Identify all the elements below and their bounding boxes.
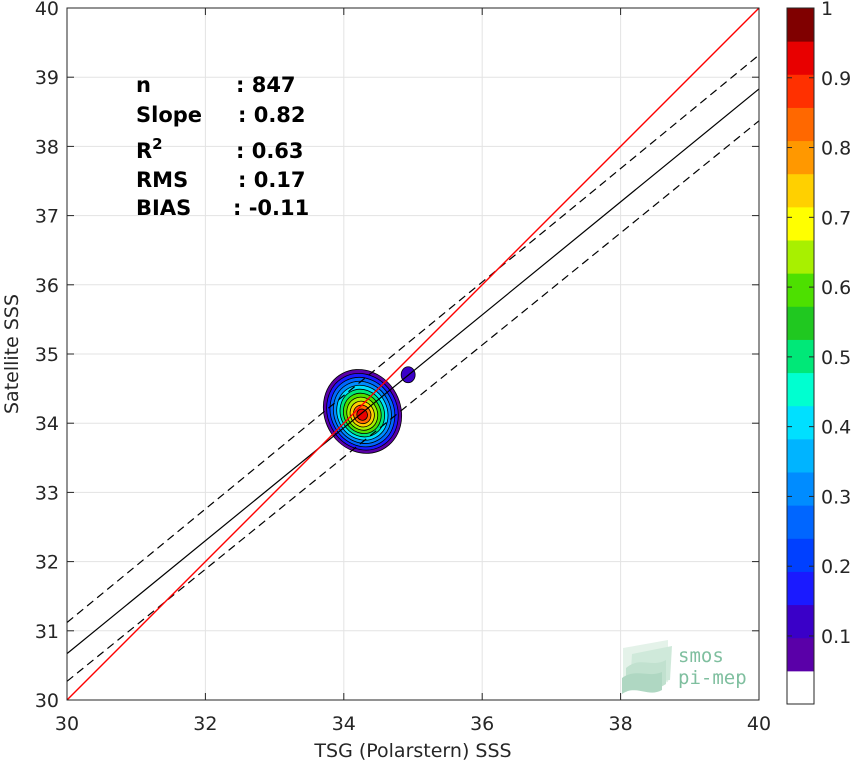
x-tick-label: 40 [747,713,771,735]
fit-band-upper-line [66,54,760,623]
stat-value: : 0.63 [236,139,304,163]
colorbar-band [787,571,814,606]
colorbar-band [787,505,814,539]
colorbar-band [787,8,814,42]
stat-value: : -0.11 [233,196,309,220]
x-tick-label: 36 [470,713,494,735]
colorbar-tick-label: 0.7 [821,207,851,229]
colorbar-band [787,670,814,705]
logo-text-smos: smos [678,645,724,667]
stat-label: Slope [136,103,202,127]
x-tick-label: 32 [193,713,217,735]
colorbar-tick-label: 0.4 [821,417,851,439]
colorbar-tick-label: 1 [821,0,833,20]
y-tick-label: 38 [35,136,59,158]
colorbar-band [787,240,814,274]
stat-label: n [136,73,151,97]
colorbar-band [787,173,814,208]
colorbar-band [787,438,814,473]
y-tick-label: 37 [35,206,59,228]
colorbar-tick-label: 0.9 [821,68,851,90]
fit-line [66,88,760,655]
y-tick-label: 31 [35,621,59,643]
colorbar-band [787,472,814,506]
y-axis-label: Satellite SSS [1,294,23,414]
regression-lines [66,7,760,701]
y-tick-label: 35 [35,344,59,366]
x-axis-label: TSG (Polarstern) SSS [313,740,511,762]
stat-value: : 0.17 [238,168,306,192]
colorbar-band [787,538,814,572]
smos-pi-mep-logo: smos pi-mep [622,640,747,694]
y-axis-ticks: 30 31 32 33 34 35 36 37 38 39 40 [35,0,759,712]
colorbar-band [787,604,814,639]
stat-value: : 0.82 [238,103,306,127]
x-tick-label: 34 [332,713,356,735]
stat-label: BIAS [136,196,191,220]
colorbar-frame [786,7,815,705]
x-tick-label: 38 [609,713,633,735]
y-tick-label: 39 [35,67,59,89]
colorbar-band [787,107,814,142]
colorbar-band [787,339,814,374]
colorbar-tick-label: 0.8 [821,138,851,160]
colorbar-tick-label: 0.3 [821,486,851,508]
y-tick-label: 36 [35,275,59,297]
fit-band-lower-line [66,120,760,682]
colorbar-band [787,140,814,175]
y-tick-label: 32 [35,552,59,574]
identity-line [66,7,760,701]
colorbar-band [787,306,814,340]
colorbar-band [787,74,814,108]
stat-label: RMS [136,168,188,192]
colorbar-tick-label: 0.2 [821,556,851,578]
y-tick-label: 30 [35,690,59,712]
y-tick-label: 33 [35,482,59,504]
colorbar-band [787,372,814,407]
colorbar-band [787,273,814,307]
x-tick-label: 30 [55,713,79,735]
colorbar-band [787,637,814,672]
colorbar-tick-label: 0.5 [821,347,851,369]
colorbar-tick-label: 0.1 [821,626,851,648]
logo-text-pi-mep: pi-mep [678,667,747,689]
stat-value: : 847 [236,73,296,97]
grid [66,7,760,701]
logo-waves-icon [622,640,672,694]
colorbar-band [787,206,814,241]
colorbar: 0.1 0.2 0.3 0.4 0.5 0.6 0.7 0.8 0.9 1 [786,0,851,705]
colorbar-band [787,41,814,75]
y-tick-label: 34 [35,413,59,435]
colorbar-band [787,405,814,440]
x-axis-ticks: 30 32 34 36 38 40 [55,8,771,735]
y-tick-label: 40 [35,0,59,20]
colorbar-tick-label: 0.6 [821,277,851,299]
